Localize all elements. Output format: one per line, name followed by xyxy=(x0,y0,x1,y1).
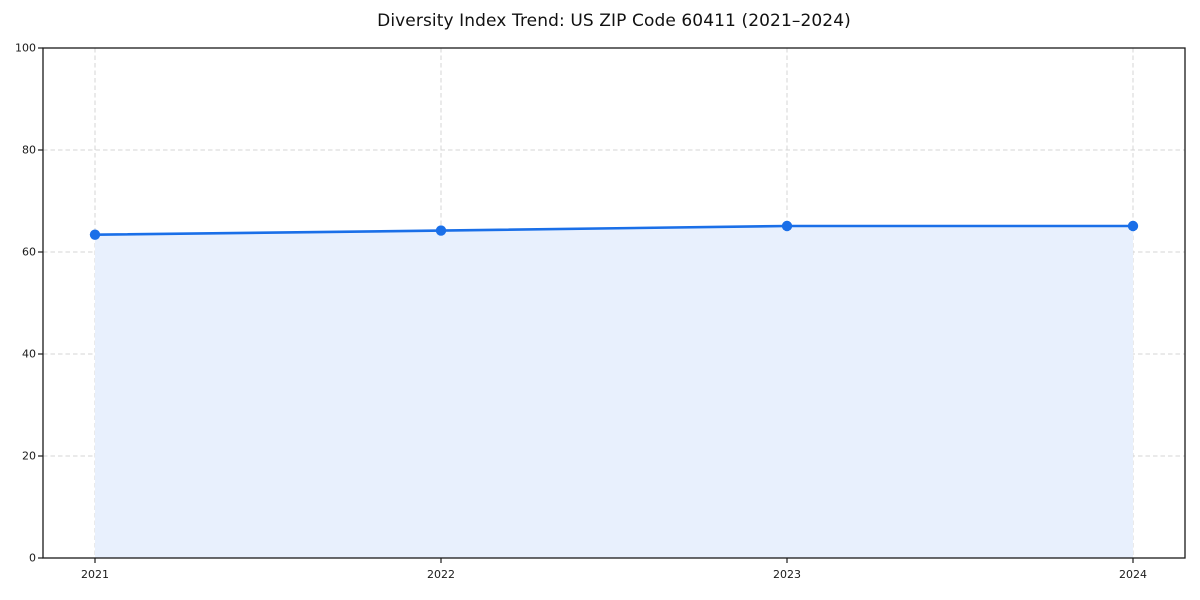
y-tick-label: 80 xyxy=(22,144,36,157)
trend-line xyxy=(93,224,1135,236)
y-tick-label: 0 xyxy=(29,552,36,565)
data-point-2022 xyxy=(435,225,447,236)
y-tick-label: 60 xyxy=(22,246,36,259)
x-tick-label: 2023 xyxy=(773,568,801,581)
data-point-2024 xyxy=(1127,220,1139,232)
plot-border xyxy=(42,47,1186,559)
data-point-2023 xyxy=(781,220,793,232)
x-tick-label: 2021 xyxy=(81,568,109,581)
data-point-2021 xyxy=(89,229,101,240)
x-tick-label: 2022 xyxy=(427,568,455,581)
y-tick-label: 40 xyxy=(22,348,36,361)
x-tick-label: 2024 xyxy=(1119,568,1147,581)
area-fill xyxy=(95,225,1133,559)
chart-title: Diversity Index Trend: US ZIP Code 60411… xyxy=(377,11,851,31)
y-tick-label: 20 xyxy=(22,450,36,463)
y-tick-label: 100 xyxy=(15,42,36,55)
